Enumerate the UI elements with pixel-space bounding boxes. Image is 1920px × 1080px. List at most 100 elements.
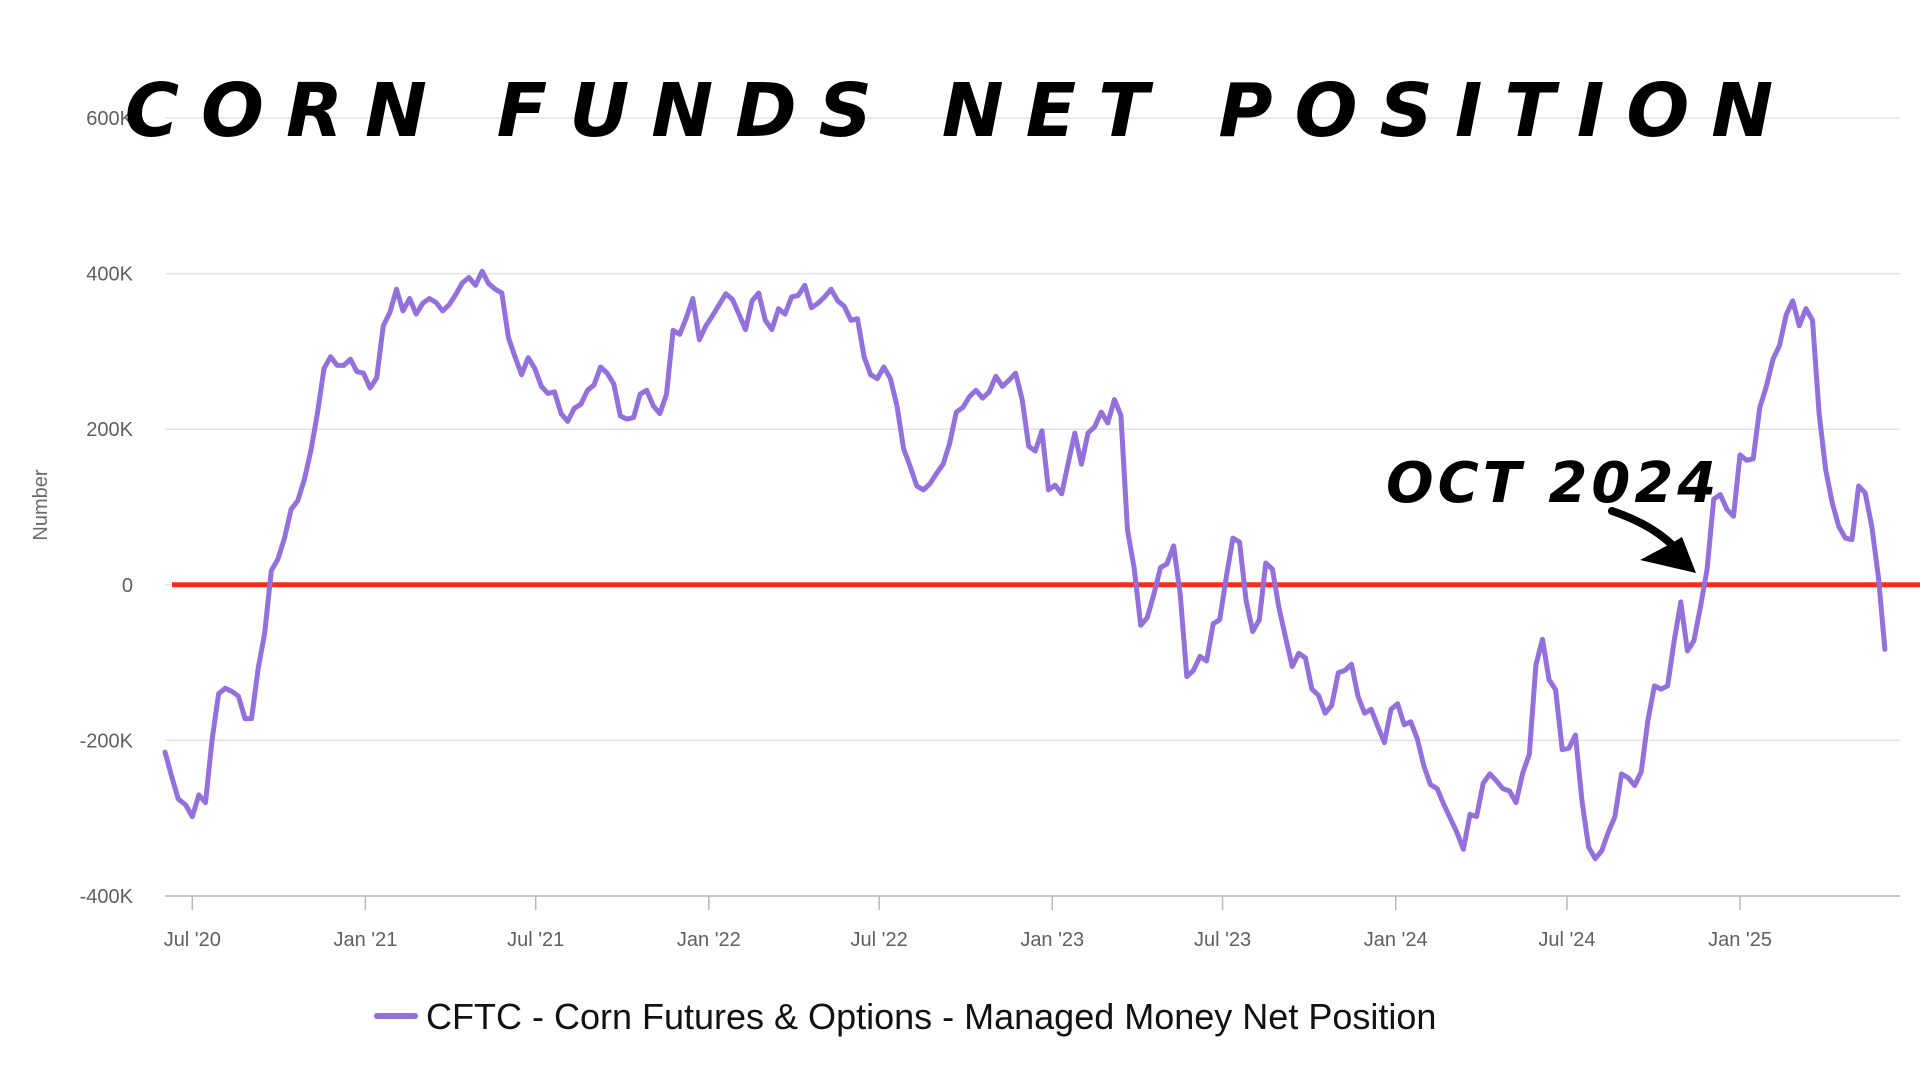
- data-point: [401, 309, 405, 313]
- data-point: [1231, 536, 1235, 540]
- data-point: [1607, 831, 1610, 834]
- data-point: [1317, 694, 1320, 697]
- data-point: [559, 412, 563, 415]
- data-point: [1653, 684, 1656, 688]
- data-point: [1073, 431, 1077, 435]
- data-point: [869, 373, 872, 376]
- data-point: [316, 412, 319, 415]
- data-point: [191, 815, 194, 818]
- data-point: [447, 303, 451, 306]
- data-point: [1600, 849, 1603, 853]
- data-point: [1811, 319, 1814, 322]
- data-point: [1277, 606, 1281, 610]
- data-point: [862, 355, 866, 358]
- data-point: [1139, 624, 1142, 627]
- data-point: [724, 292, 727, 295]
- data-point: [1561, 748, 1564, 751]
- data-point: [1521, 771, 1524, 775]
- data-point: [1198, 655, 1202, 658]
- data-point: [382, 324, 385, 327]
- data-point: [994, 375, 997, 378]
- data-point: [1409, 720, 1412, 723]
- data-point: [1482, 782, 1485, 785]
- data-point: [480, 270, 484, 273]
- data-point: [474, 284, 477, 287]
- data-point: [1126, 529, 1129, 532]
- y-tick-label: 200K: [86, 419, 133, 441]
- data-point: [876, 377, 879, 380]
- data-point: [1541, 638, 1544, 641]
- data-point: [704, 324, 708, 327]
- data-point: [527, 356, 530, 359]
- data-point: [1455, 831, 1459, 834]
- data-point: [770, 328, 774, 331]
- data-point: [1679, 600, 1683, 604]
- data-point: [1732, 515, 1735, 518]
- data-point: [1475, 815, 1478, 818]
- x-tick-label: Jan '22: [677, 929, 741, 951]
- legend-label: CFTC - Corn Futures & Options - Managed …: [426, 996, 1436, 1037]
- data-point: [612, 382, 615, 386]
- data-point: [1100, 410, 1103, 414]
- data-point: [1350, 663, 1353, 666]
- data-point: [829, 288, 833, 291]
- data-point: [691, 297, 694, 300]
- data-point: [1053, 484, 1057, 487]
- data-point: [1416, 737, 1419, 740]
- data-point: [1547, 678, 1551, 681]
- y-axis-ticks: 600K 400K 200K 0 -200K -400K: [80, 108, 134, 908]
- y-tick-label: -200K: [80, 730, 134, 752]
- data-point: [889, 377, 892, 380]
- data-point: [632, 416, 635, 419]
- data-point: [836, 299, 839, 302]
- data-point: [421, 302, 424, 305]
- data-point: [1291, 665, 1294, 668]
- data-point: [981, 396, 984, 400]
- data-point: [1179, 592, 1182, 596]
- data-point: [375, 376, 378, 380]
- data-point: [783, 312, 787, 316]
- data-point: [1633, 784, 1636, 787]
- data-point: [1883, 648, 1887, 651]
- data-point: [217, 692, 220, 695]
- data-point: [1093, 425, 1096, 429]
- data-point: [1297, 652, 1301, 655]
- data-point: [895, 404, 899, 408]
- data-point: [1626, 776, 1630, 779]
- data-point: [902, 447, 905, 450]
- data-point: [1686, 649, 1689, 653]
- data-point: [454, 293, 457, 296]
- y-tick-label: -400K: [80, 886, 134, 908]
- data-point: [204, 801, 207, 804]
- data-point: [698, 338, 701, 341]
- data-point: [1620, 772, 1623, 776]
- data-point: [955, 410, 958, 414]
- data-point: [1007, 379, 1011, 382]
- data-point: [1857, 484, 1860, 488]
- data-point: [1356, 694, 1360, 698]
- x-tick-label: Jul '20: [164, 929, 221, 951]
- data-point: [368, 386, 372, 390]
- data-point: [579, 403, 583, 406]
- data-point: [1712, 498, 1715, 501]
- data-point: [362, 372, 365, 375]
- data-point: [1159, 566, 1162, 569]
- data-point: [487, 282, 490, 285]
- data-point: [513, 355, 517, 358]
- data-point: [619, 414, 622, 418]
- data-point: [171, 778, 174, 781]
- data-point: [1323, 712, 1327, 715]
- data-point: [263, 631, 266, 635]
- data-point: [1132, 566, 1136, 569]
- data-point: [1850, 538, 1854, 541]
- data-point: [1699, 605, 1702, 608]
- data-point: [1396, 702, 1399, 705]
- data-point: [1310, 687, 1314, 691]
- data-point: [1534, 663, 1538, 667]
- data-point: [790, 295, 793, 299]
- data-point: [336, 364, 339, 367]
- data-point: [296, 499, 299, 502]
- data-point: [988, 390, 991, 394]
- data-point: [974, 389, 978, 392]
- data-point: [1442, 803, 1445, 806]
